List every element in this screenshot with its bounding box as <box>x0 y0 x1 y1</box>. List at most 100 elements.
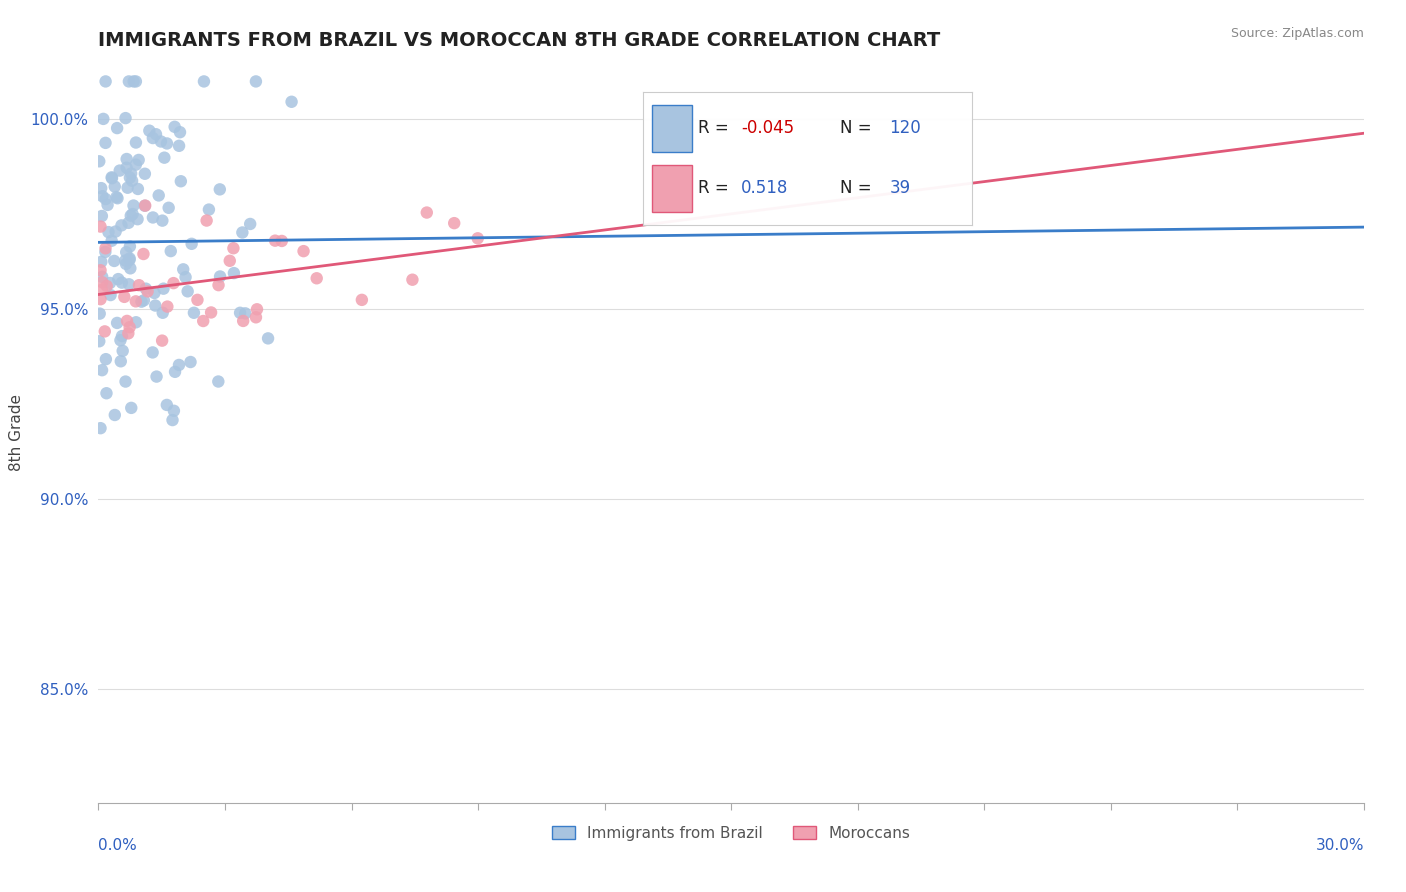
Point <box>233 306 256 320</box>
Point <box>118 252 141 267</box>
Point <box>115 314 138 328</box>
Point <box>120 167 142 181</box>
Point <box>245 74 267 88</box>
Point <box>118 320 141 334</box>
Point <box>239 217 262 231</box>
Point <box>110 219 132 233</box>
Point <box>134 199 156 213</box>
Point <box>103 254 125 268</box>
Point <box>115 245 138 260</box>
Point <box>142 211 165 225</box>
Point <box>209 269 232 284</box>
Point <box>114 375 136 389</box>
Point <box>117 326 139 341</box>
Text: 30.0%: 30.0% <box>1316 838 1364 853</box>
Point <box>122 198 145 212</box>
Point <box>125 294 148 309</box>
Point <box>104 408 127 422</box>
Point <box>105 316 128 330</box>
Point <box>125 315 148 329</box>
Point <box>90 219 112 234</box>
Point <box>150 213 173 227</box>
Point <box>110 333 132 347</box>
Point <box>156 136 179 151</box>
Point <box>111 276 134 290</box>
Point <box>142 345 165 359</box>
Point <box>115 257 138 271</box>
Point <box>292 244 315 259</box>
Point <box>105 190 128 204</box>
Point <box>105 121 128 136</box>
Point <box>207 375 229 389</box>
Point <box>350 293 373 307</box>
Point <box>229 306 252 320</box>
Point <box>90 263 112 277</box>
Point <box>90 209 112 223</box>
Point <box>467 231 489 245</box>
Point <box>94 241 117 255</box>
Point <box>218 253 240 268</box>
Point <box>270 234 292 248</box>
Point <box>125 158 148 172</box>
Legend: Immigrants from Brazil, Moroccans: Immigrants from Brazil, Moroccans <box>546 820 917 847</box>
Point <box>97 198 120 212</box>
Point <box>122 74 145 88</box>
Point <box>163 120 186 134</box>
Point <box>131 294 153 309</box>
Point <box>91 275 114 289</box>
Point <box>114 253 136 268</box>
Point <box>416 205 439 219</box>
Point <box>100 288 122 302</box>
Point <box>245 310 267 325</box>
Point <box>180 355 202 369</box>
Point <box>118 239 141 253</box>
Point <box>110 354 132 368</box>
Point <box>305 271 328 285</box>
Point <box>96 386 118 401</box>
Point <box>91 363 114 377</box>
Point <box>121 207 143 221</box>
Point <box>169 125 191 139</box>
Point <box>108 163 131 178</box>
Point <box>134 167 156 181</box>
Point <box>94 244 117 259</box>
Point <box>89 307 111 321</box>
Y-axis label: 8th Grade: 8th Grade <box>8 394 24 471</box>
Point <box>120 209 142 223</box>
Point <box>90 283 112 297</box>
Point <box>115 161 138 175</box>
Point <box>142 131 165 145</box>
Point <box>134 198 156 212</box>
Point <box>193 314 215 328</box>
Point <box>120 401 142 415</box>
Point <box>145 369 167 384</box>
Point <box>264 234 287 248</box>
Point <box>125 74 148 88</box>
Point <box>118 277 141 292</box>
Point <box>104 179 127 194</box>
Point <box>111 343 134 358</box>
Point <box>156 300 179 314</box>
Point <box>159 244 181 259</box>
Point <box>117 216 139 230</box>
Point <box>162 413 184 427</box>
Point <box>94 352 117 367</box>
Point <box>207 278 229 293</box>
Point <box>96 279 118 293</box>
Point <box>257 331 280 345</box>
Point <box>186 293 208 307</box>
Point <box>138 124 160 138</box>
Point <box>152 282 174 296</box>
Point <box>120 261 142 276</box>
Point <box>143 299 166 313</box>
Point <box>98 276 121 290</box>
Point <box>162 276 184 290</box>
Point <box>101 171 124 186</box>
Point <box>90 255 112 269</box>
Point <box>152 306 174 320</box>
Text: 0.0%: 0.0% <box>98 838 138 853</box>
Point <box>200 305 222 319</box>
Point <box>136 285 159 299</box>
Point <box>100 234 122 248</box>
Point <box>117 180 139 194</box>
